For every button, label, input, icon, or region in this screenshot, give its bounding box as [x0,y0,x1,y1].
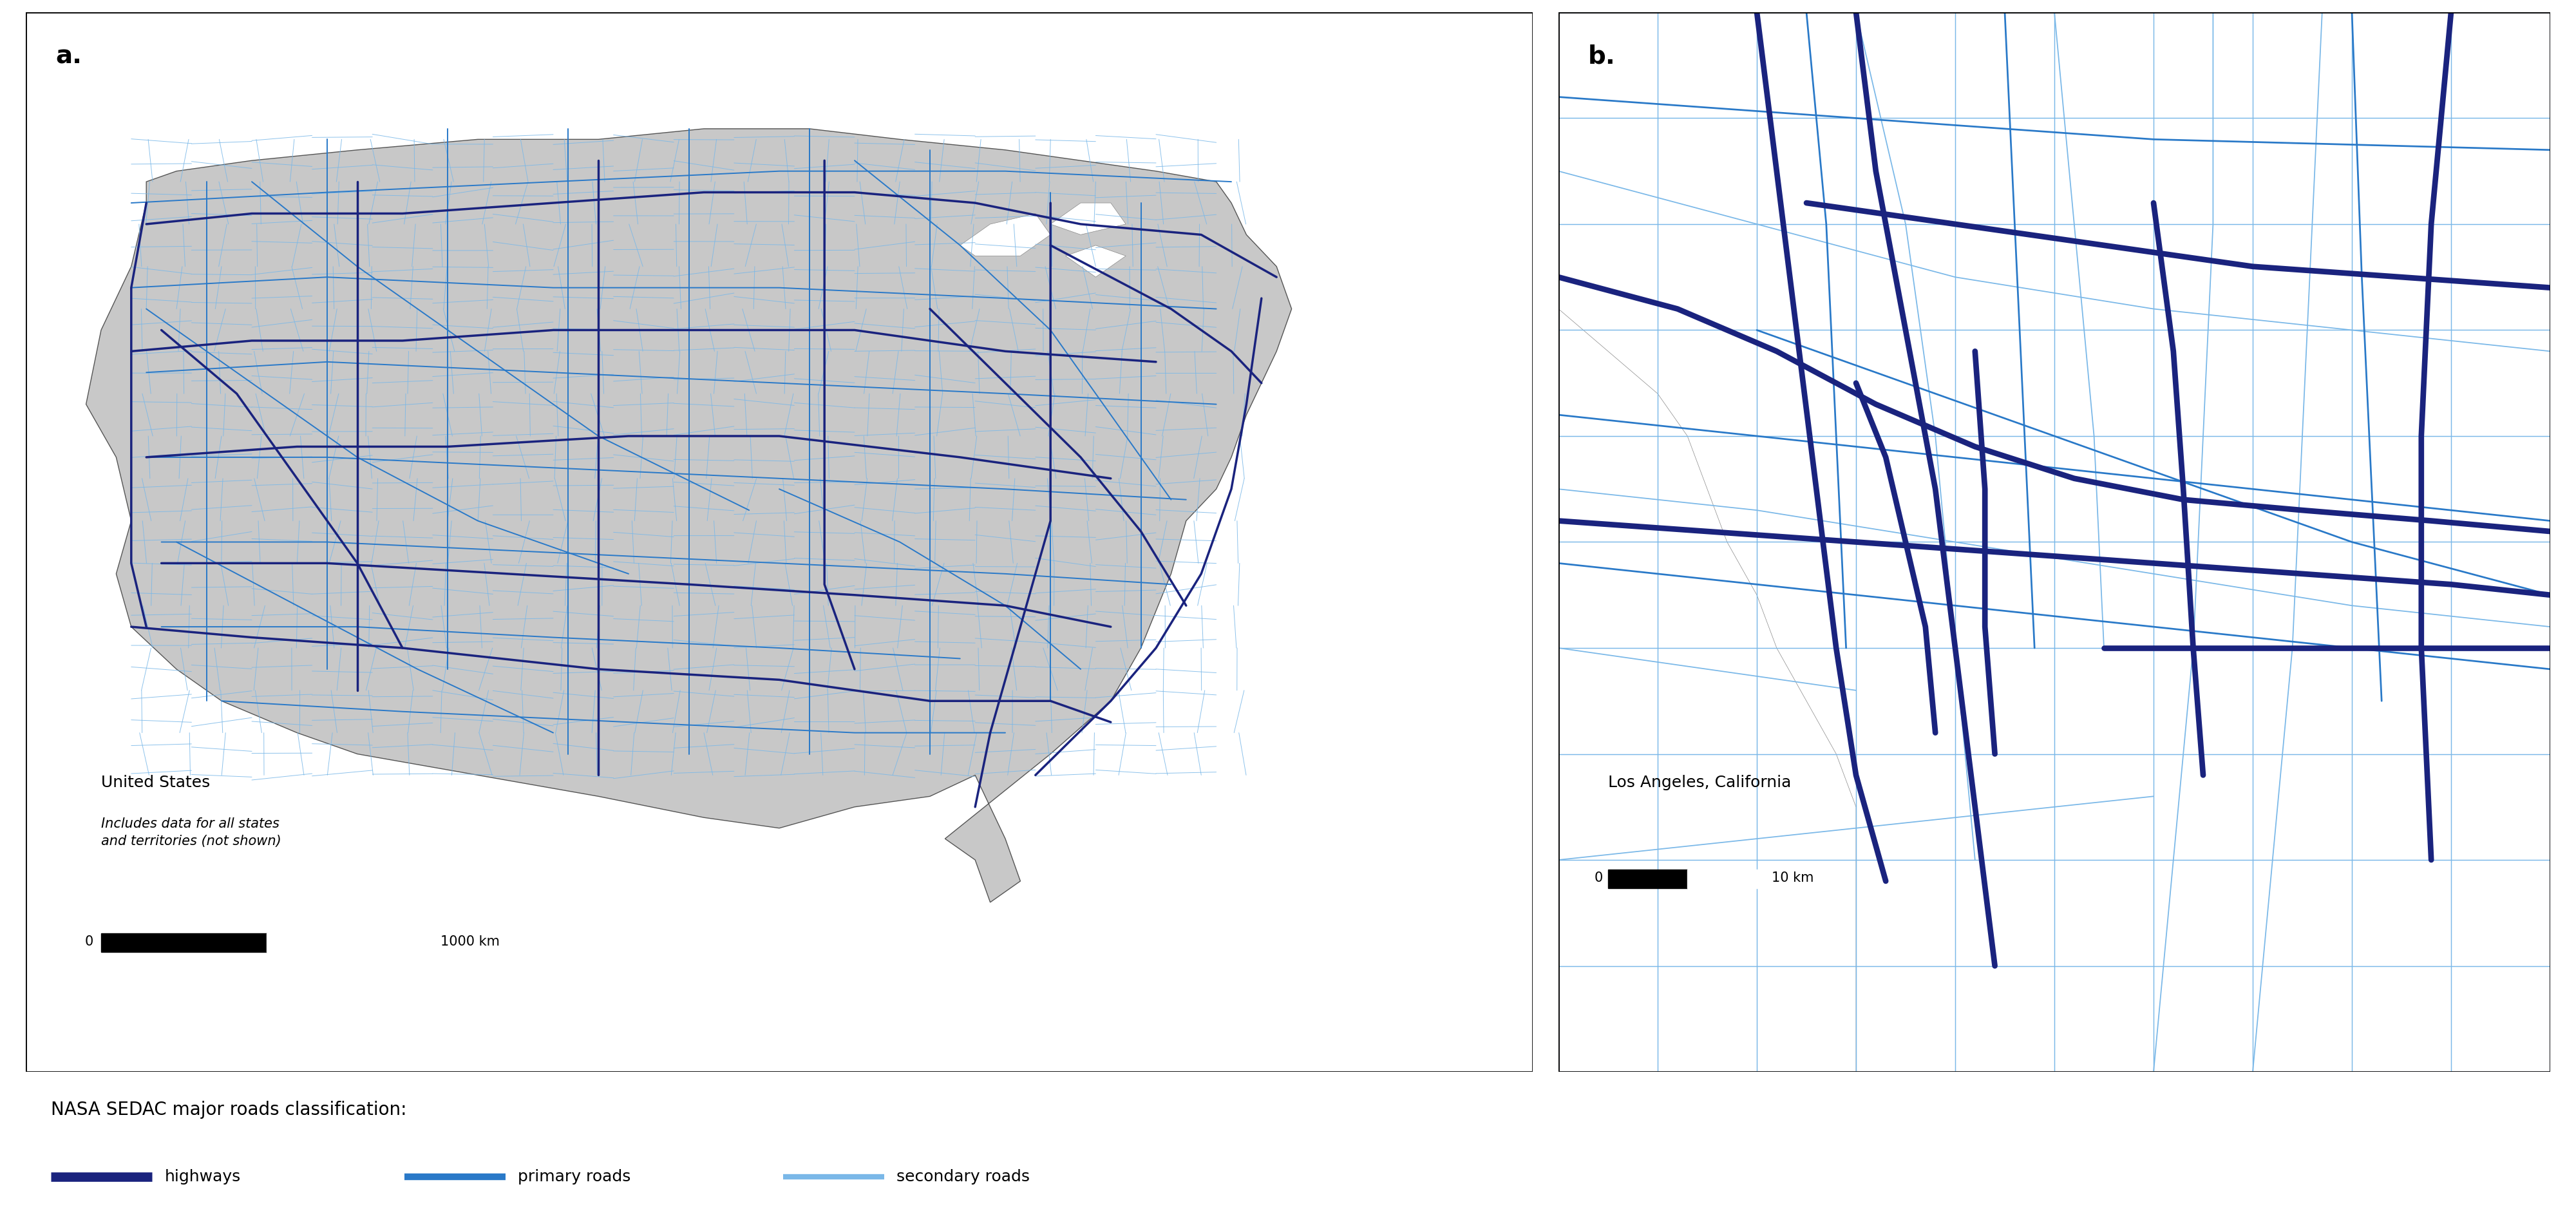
Polygon shape [85,129,1291,903]
Text: secondary roads: secondary roads [896,1169,1030,1185]
Text: 10 km: 10 km [1772,872,1814,884]
Polygon shape [961,213,1051,256]
Bar [1607,870,1687,888]
Text: primary roads: primary roads [518,1169,631,1185]
Text: highways: highways [165,1169,240,1185]
Text: 0: 0 [1595,872,1602,884]
Text: 0: 0 [85,935,93,948]
Text: Includes data for all states
and territories (not shown): Includes data for all states and territo… [100,817,281,848]
Bar [268,933,433,952]
Polygon shape [1051,203,1126,235]
Polygon shape [1066,245,1126,278]
Polygon shape [1558,309,1855,1072]
Bar [100,933,268,952]
Text: 1000 km: 1000 km [440,935,500,948]
Text: b.: b. [1589,44,1615,68]
Text: United States: United States [100,775,211,790]
Text: NASA SEDAC major roads classification:: NASA SEDAC major roads classification: [52,1101,407,1119]
Bar [1687,870,1767,888]
Text: Los Angeles, California: Los Angeles, California [1607,775,1790,790]
Text: a.: a. [57,44,82,68]
